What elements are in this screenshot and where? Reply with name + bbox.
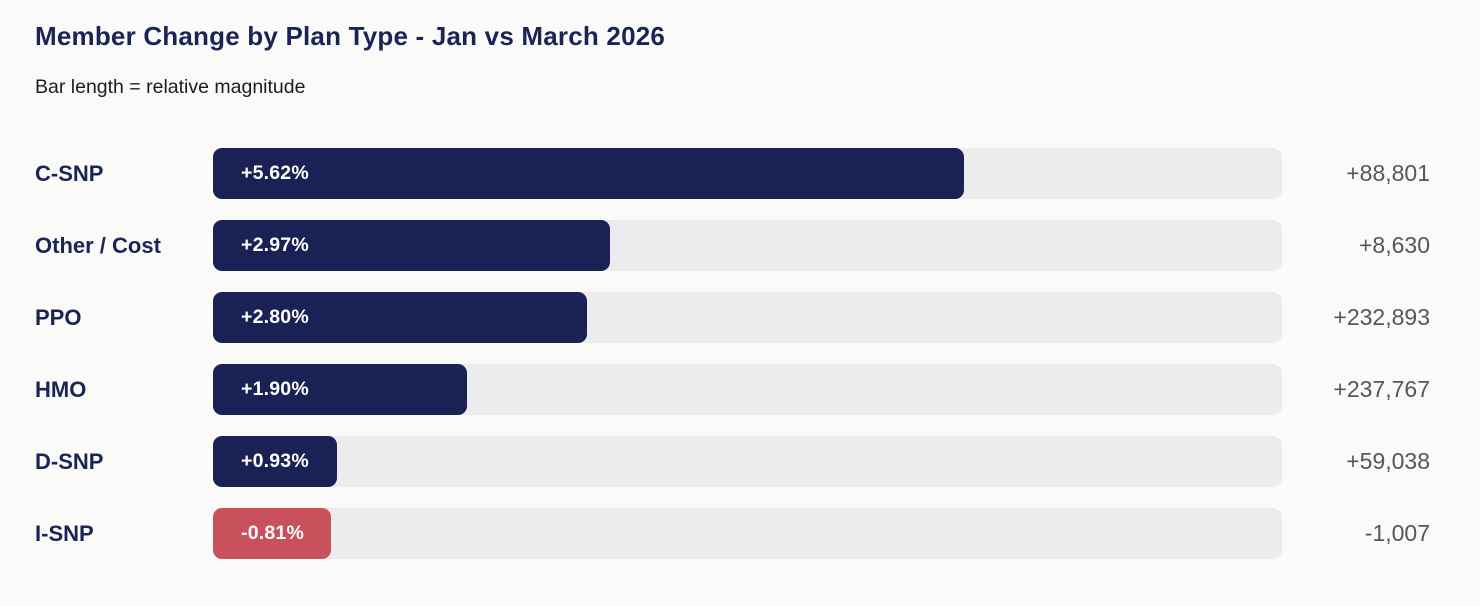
bar-track: +1.90%: [213, 364, 1282, 416]
bar-fill: +2.97%: [213, 220, 610, 272]
row-change-value: +237,767: [1333, 376, 1430, 403]
chart-row: I-SNP -0.81% -1,007: [35, 508, 1430, 560]
bar-track: -0.81%: [213, 508, 1282, 560]
bar-fill: +1.90%: [213, 364, 467, 416]
row-label: PPO: [35, 304, 82, 330]
chart-title: Member Change by Plan Type - Jan vs Marc…: [35, 21, 666, 51]
row-label: HMO: [35, 376, 87, 402]
chart-row: PPO +2.80% +232,893: [35, 292, 1430, 344]
chart-row: D-SNP +0.93% +59,038: [35, 436, 1430, 488]
row-label: D-SNP: [35, 448, 104, 474]
row-label: C-SNP: [35, 160, 104, 186]
chart-subtitle: Bar length = relative magnitude: [35, 75, 306, 98]
bar-track: +0.93%: [213, 436, 1282, 488]
row-label: Other / Cost: [35, 232, 161, 258]
bar-track: +2.97%: [213, 220, 1282, 272]
bar-value-label: +2.97%: [241, 234, 309, 257]
chart-row: Other / Cost +2.97% +8,630: [35, 220, 1430, 272]
row-change-value: +8,630: [1359, 232, 1430, 259]
bar-value-label: +0.93%: [241, 450, 309, 473]
chart-rows: C-SNP +5.62% +88,801 Other / Cost +2.97%…: [35, 148, 1430, 560]
bar-fill: -0.81%: [213, 508, 331, 560]
bar-value-label: +1.90%: [241, 378, 309, 401]
bar-fill: +5.62%: [213, 148, 964, 200]
bar-fill: +2.80%: [213, 292, 588, 344]
row-change-value: +88,801: [1346, 160, 1430, 187]
row-label: I-SNP: [35, 520, 94, 546]
bar-fill: +0.93%: [213, 436, 338, 488]
bar-track: +2.80%: [213, 292, 1282, 344]
chart-row: C-SNP +5.62% +88,801: [35, 148, 1430, 200]
row-change-value: -1,007: [1364, 520, 1430, 547]
bar-value-label: +2.80%: [241, 306, 309, 329]
bar-value-label: -0.81%: [241, 522, 304, 545]
chart-row: HMO +1.90% +237,767: [35, 364, 1430, 416]
row-change-value: +232,893: [1333, 304, 1430, 331]
bar-value-label: +5.62%: [241, 162, 309, 185]
row-change-value: +59,038: [1346, 448, 1430, 475]
bar-track: +5.62%: [213, 148, 1282, 200]
